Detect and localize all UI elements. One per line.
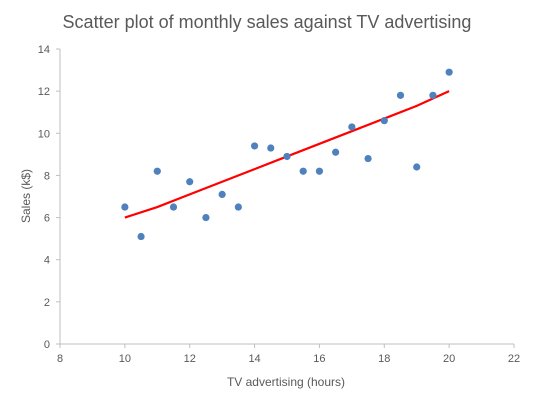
x-tick-label: 22 (508, 353, 520, 365)
data-point (445, 68, 453, 76)
x-tick-label: 12 (184, 353, 196, 365)
chart-title: Scatter plot of monthly sales against TV… (63, 12, 472, 32)
data-point (250, 142, 259, 150)
data-point (299, 167, 307, 175)
data-point (153, 167, 161, 175)
data-point (218, 190, 226, 198)
data-point (234, 203, 242, 211)
y-tick-label: 14 (38, 44, 50, 56)
data-point (202, 213, 210, 222)
data-point (186, 178, 194, 186)
y-tick-label: 2 (44, 297, 50, 309)
y-tick-label: 4 (44, 255, 50, 267)
data-point (348, 123, 356, 131)
x-axis-title: TV advertising (hours) (227, 375, 345, 389)
y-tick-label: 12 (38, 86, 50, 98)
data-point (332, 148, 340, 156)
data-point (169, 203, 178, 211)
data-point (267, 144, 275, 152)
data-point (364, 154, 372, 163)
data-point (413, 163, 421, 171)
y-tick-label: 8 (44, 170, 50, 182)
x-tick-label: 18 (378, 353, 390, 365)
y-tick-label: 0 (44, 339, 50, 351)
data-point (380, 117, 388, 125)
data-point (315, 167, 324, 175)
y-tick-label: 10 (38, 128, 50, 140)
axes: 0 2 4 6 8 10 12 14 8 10 12 14 16 18 20 22 (38, 44, 520, 365)
y-axis-title: Sales (k$) (19, 169, 33, 223)
points-layer (121, 68, 453, 241)
y-tick-label: 6 (44, 213, 50, 225)
x-tick-label: 8 (57, 353, 63, 365)
data-point (283, 152, 291, 161)
data-point (396, 91, 405, 99)
x-tick-label: 20 (443, 353, 455, 365)
x-tick-label: 10 (119, 353, 131, 365)
x-tick-label: 16 (313, 353, 325, 365)
data-point (137, 232, 145, 241)
x-tick-label: 14 (248, 353, 260, 365)
data-point (121, 203, 129, 211)
data-point (429, 91, 437, 99)
